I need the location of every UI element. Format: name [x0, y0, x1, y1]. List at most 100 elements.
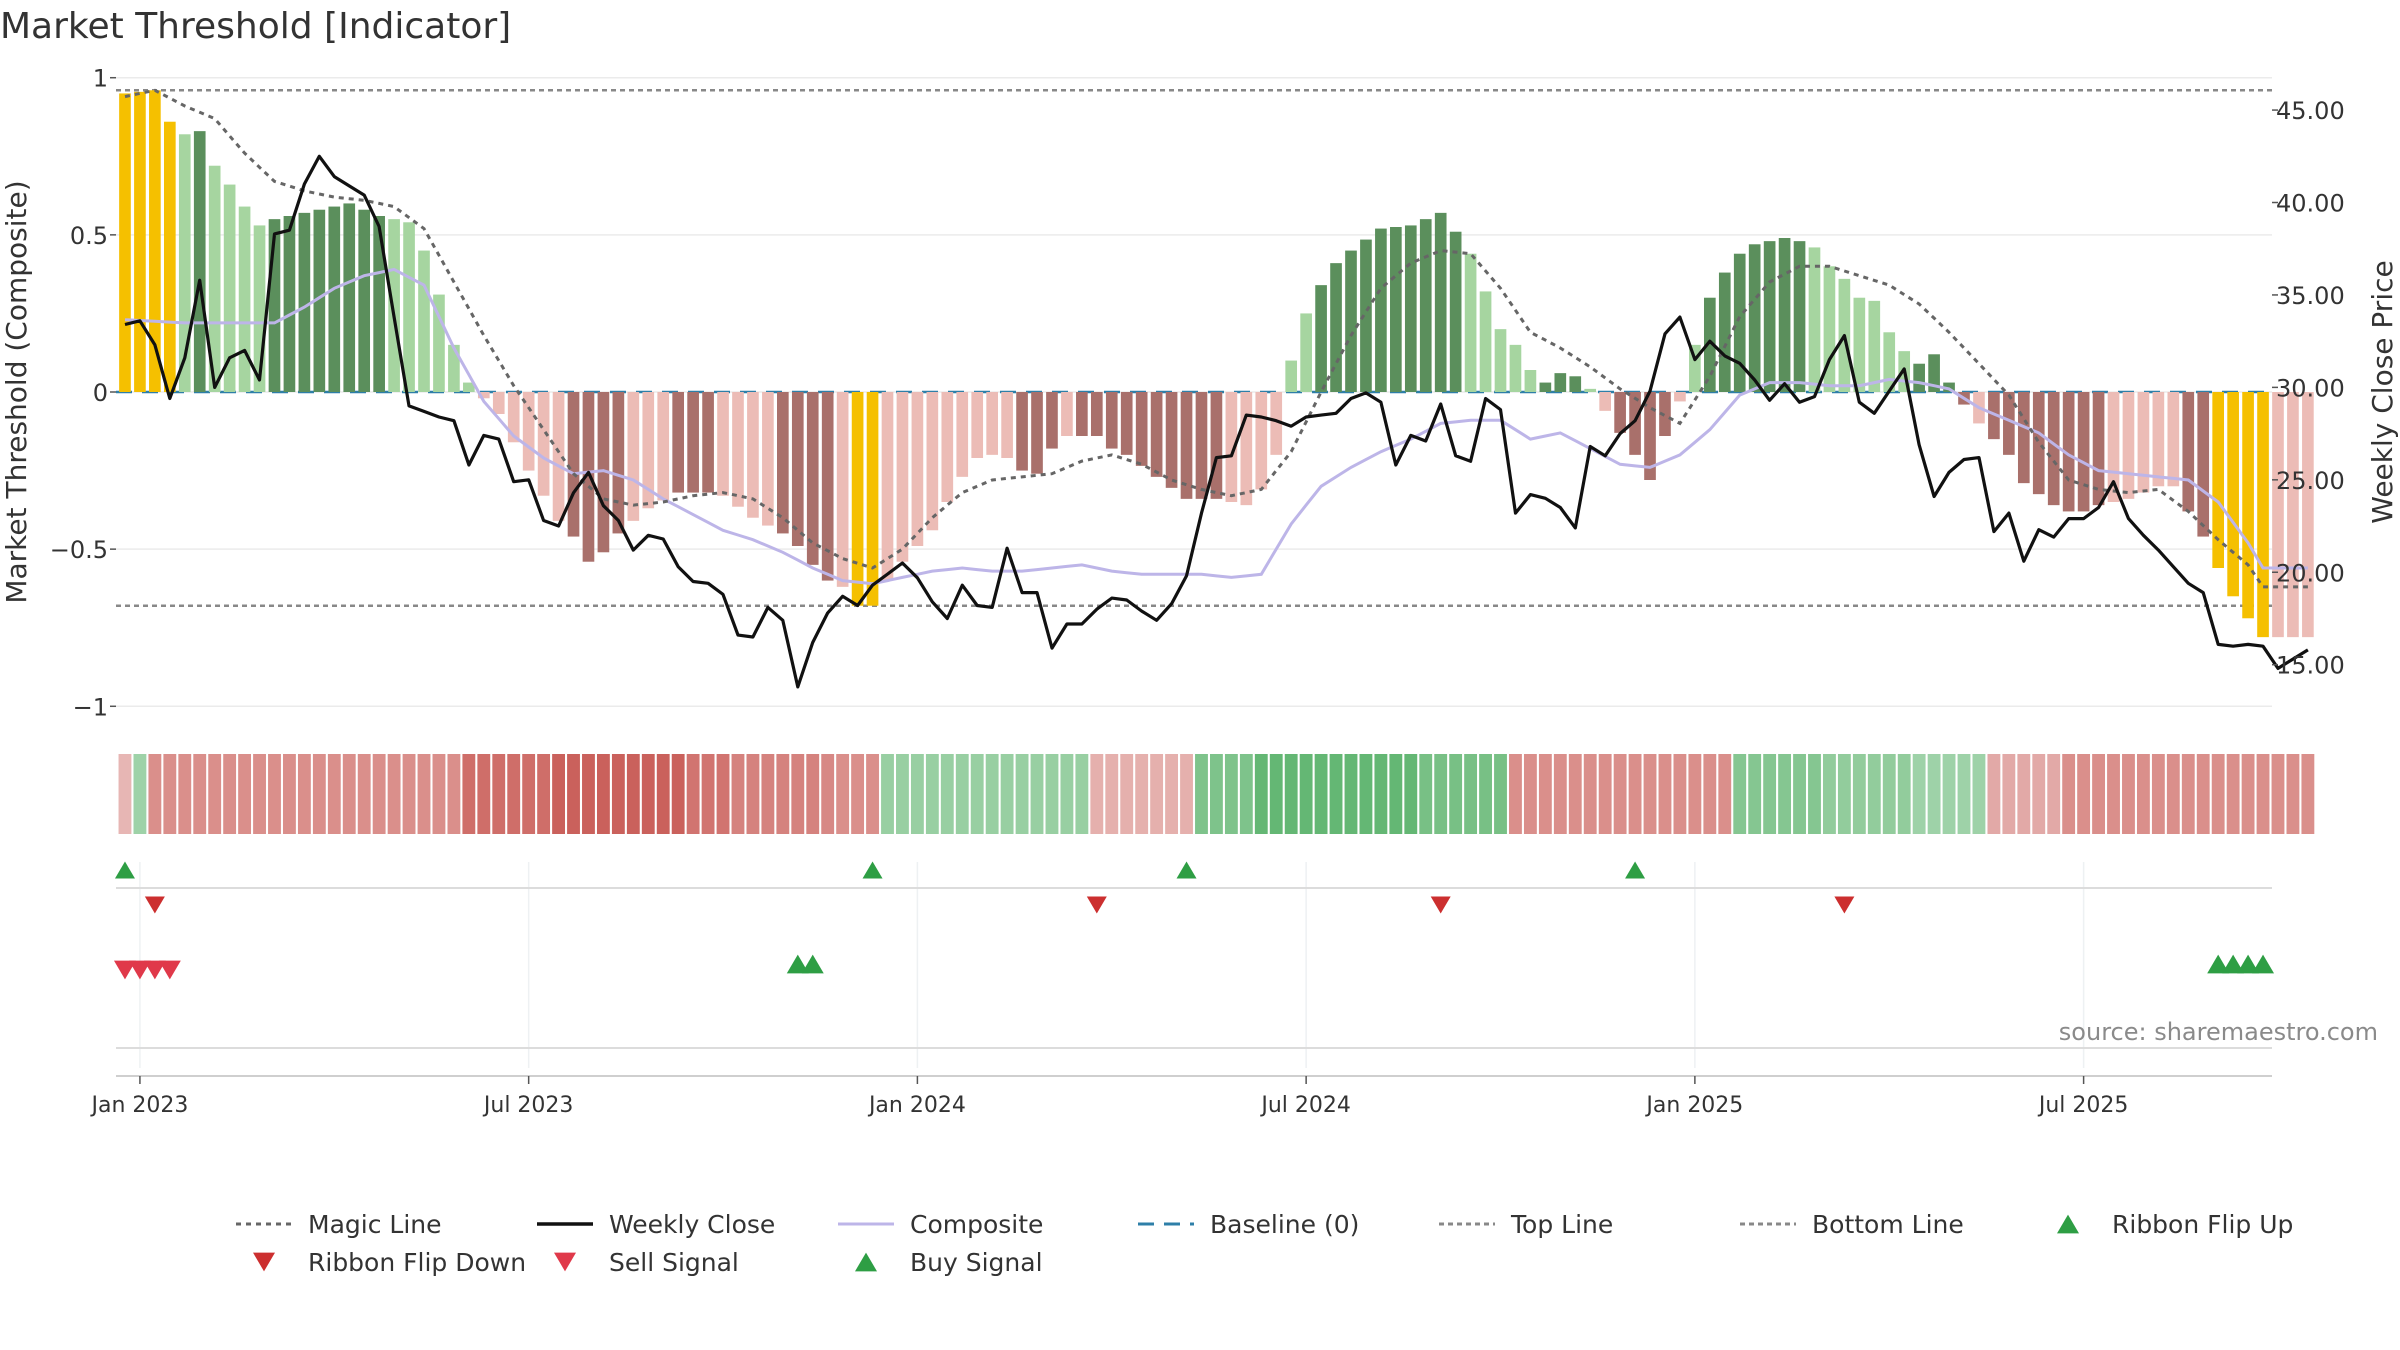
- composite-bar: [732, 392, 744, 507]
- ribbon-cell: [836, 754, 850, 834]
- composite-bar: [836, 392, 849, 587]
- legend-label: Top Line: [1510, 1210, 1613, 1239]
- composite-bar: [1539, 382, 1552, 392]
- ribbon-cell: [1120, 754, 1134, 834]
- ribbon-cell: [1314, 754, 1328, 834]
- series-lines: [124, 88, 2309, 689]
- composite-bar: [1061, 392, 1073, 436]
- ribbon-cell: [1553, 754, 1567, 834]
- signal-rows: [113, 861, 2275, 1049]
- composite-bar: [507, 392, 520, 443]
- ribbon-cell: [955, 754, 969, 834]
- sell-signal-marker: [158, 960, 181, 980]
- composite-bar: [911, 392, 924, 546]
- composite-bar: [1210, 392, 1223, 499]
- composite-bar: [2182, 392, 2195, 512]
- composite-bar: [702, 392, 714, 493]
- composite-bar: [2212, 392, 2225, 568]
- ribbon-cell: [1434, 754, 1448, 834]
- ribbon-cell: [1479, 754, 1492, 834]
- composite-bar: [1180, 392, 1193, 499]
- legend-label: Ribbon Flip Down: [308, 1248, 526, 1277]
- ribbon-cell: [1224, 754, 1238, 834]
- ribbon-cell: [2256, 754, 2270, 834]
- composite-bar: [1165, 392, 1178, 488]
- composite-bar: [762, 392, 774, 526]
- composite-bar: [582, 392, 595, 562]
- ribbon-cell: [163, 754, 177, 834]
- ribbon-cell: [851, 754, 865, 834]
- composite-bar: [2077, 392, 2090, 512]
- ribbon-cell: [2107, 754, 2120, 834]
- ribbon-flip-up-marker: [114, 861, 135, 879]
- legend-item-composite: Composite: [838, 1210, 1043, 1239]
- ribbon-cell: [1045, 754, 1059, 834]
- composite-bar: [2062, 392, 2075, 512]
- ribbon-cell: [1763, 754, 1777, 834]
- composite-bar: [1105, 392, 1118, 449]
- ribbon-cell: [1329, 754, 1343, 834]
- composite-bar: [1524, 370, 1537, 392]
- composite-bar: [1240, 392, 1253, 506]
- composite-bar: [1434, 212, 1447, 392]
- ribbon-cell: [611, 754, 625, 834]
- composite-bar: [1270, 392, 1283, 455]
- composite-bar: [463, 382, 475, 392]
- x-tick-label: Jan 2024: [867, 1093, 966, 1118]
- ribbon-strip: [118, 754, 2315, 834]
- ribbon-cell: [2136, 754, 2150, 834]
- y-left-tick-label: 0: [93, 379, 108, 407]
- ribbon-cell: [477, 754, 491, 834]
- legend-swatch: [253, 1252, 275, 1272]
- ribbon-cell: [656, 754, 670, 834]
- legend-item-flip-up: Ribbon Flip Up: [2057, 1210, 2293, 1239]
- ribbon-cell: [492, 754, 506, 834]
- composite-bar: [328, 206, 341, 392]
- ribbon-cell: [522, 754, 536, 834]
- ribbon-cell: [1538, 754, 1552, 834]
- composite-bar: [1614, 392, 1626, 433]
- ribbon-cell: [1509, 754, 1522, 834]
- ribbon-cell: [1912, 754, 1926, 834]
- ribbon-flip-down-marker: [144, 896, 165, 914]
- legend-label: Sell Signal: [609, 1248, 739, 1277]
- legend-swatch: [554, 1252, 576, 1272]
- composite-bar: [1390, 227, 1402, 392]
- composite-bar: [2003, 392, 2015, 455]
- composite-bar: [612, 392, 625, 534]
- ribbon-cell: [746, 754, 760, 834]
- legend-item-top-line: Top Line: [1439, 1210, 1613, 1239]
- composite-bar: [687, 392, 699, 493]
- composite-bar: [163, 121, 176, 392]
- ribbon-flip-down-marker: [1834, 896, 1855, 914]
- composite-bar: [313, 209, 326, 392]
- composite-bar: [1703, 297, 1716, 392]
- ribbon-cell: [1957, 754, 1971, 834]
- sell-signal-marker: [113, 960, 136, 980]
- sell-signal-marker: [128, 960, 151, 980]
- composite-bar: [477, 392, 490, 399]
- composite-bar: [821, 392, 834, 581]
- ribbon-cell: [1015, 754, 1029, 834]
- composite-bar: [178, 134, 191, 393]
- composite-bar: [2032, 392, 2045, 495]
- buy-signal-marker: [2252, 954, 2275, 974]
- composite-bar: [1569, 376, 1582, 392]
- ribbon-cell: [910, 754, 924, 834]
- composite-bar: [2227, 392, 2239, 597]
- composite-bar: [1090, 392, 1103, 436]
- ribbon-cell: [2002, 754, 2016, 834]
- ribbon-flip-up-marker: [1625, 861, 1646, 879]
- ribbon-cell: [1150, 754, 1164, 834]
- ribbon-cell: [268, 754, 281, 834]
- composite-bar: [1928, 354, 1940, 392]
- ribbon-cell: [896, 754, 909, 834]
- composite-bar: [1360, 239, 1372, 392]
- composite-bar: [1375, 228, 1387, 392]
- x-tick-label: Jul 2025: [2037, 1093, 2129, 1118]
- ribbon-cell: [1299, 754, 1313, 834]
- ribbon-cell: [2301, 754, 2315, 834]
- composite-bar: [1793, 241, 1806, 392]
- ribbon-cell: [985, 754, 999, 834]
- ribbon-cell: [1703, 754, 1717, 834]
